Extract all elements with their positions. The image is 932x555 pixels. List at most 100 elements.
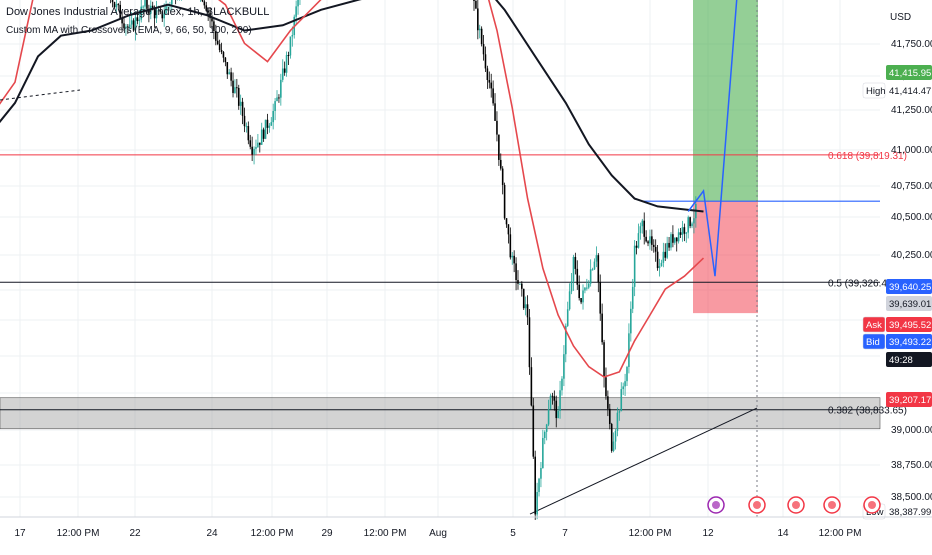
y-tick-label: 38,750.00: [891, 460, 932, 471]
price-badge: [886, 65, 932, 80]
candle-body: [635, 245, 638, 248]
candle-body: [111, 0, 114, 3]
candle-body: [664, 251, 667, 258]
ma-black-line: [0, 0, 704, 213]
candle-body: [115, 4, 118, 8]
y-tick-label: 40,250.00: [891, 250, 932, 261]
candle-body: [607, 396, 609, 409]
candle-body: [597, 255, 600, 283]
candle-body: [140, 6, 143, 20]
candle-body: [689, 217, 691, 227]
candle-body: [159, 10, 162, 12]
candle-body: [587, 283, 590, 288]
candle-body: [123, 23, 125, 29]
candle-body: [693, 218, 695, 224]
candle-body: [121, 18, 123, 24]
price-badge-label: 39,640.25: [889, 282, 931, 293]
candle-body: [148, 8, 150, 14]
candle-body: [473, 0, 475, 1]
candle-body: [545, 424, 548, 432]
candle-body: [215, 31, 217, 41]
price-badge-label: 39,495.52: [889, 320, 931, 331]
candle-body: [519, 283, 521, 285]
candle-body: [507, 224, 510, 235]
y-tick-label: 38,500.00: [891, 492, 932, 503]
price-badge: [886, 334, 932, 349]
candle-body: [568, 291, 571, 310]
candle-body: [599, 282, 602, 314]
price-badge-label: 39,207.17: [889, 395, 931, 406]
candle-body: [478, 28, 481, 31]
y-tick-label: 41,750.00: [891, 39, 932, 50]
candle-body: [666, 242, 668, 258]
candle-body: [555, 400, 558, 419]
candle-body: [618, 411, 621, 413]
candle-body: [534, 456, 536, 515]
candle-body: [266, 119, 269, 128]
candle-body: [222, 52, 225, 58]
candle-body: [593, 261, 596, 270]
candle-body: [236, 87, 238, 89]
candle-body: [484, 54, 487, 69]
candle-body: [226, 62, 229, 75]
candle-body: [132, 20, 135, 31]
candle-body: [216, 40, 219, 45]
candle-body: [490, 82, 493, 89]
fib-level-label: 0.5 (39,326.43): [828, 278, 896, 289]
candle-body: [142, 6, 144, 8]
price-badge-label: 41,415.95: [889, 68, 931, 79]
event-icon-core: [868, 501, 876, 509]
candle-body: [566, 309, 569, 326]
candle-body: [637, 233, 640, 248]
price-badge: [886, 279, 932, 294]
candle-body: [201, 0, 204, 2]
candle-body: [130, 20, 133, 25]
candle-body: [278, 97, 280, 99]
x-tick-label: 12:00 PM: [819, 528, 862, 539]
candle-body: [572, 256, 575, 282]
candle-body: [230, 72, 232, 81]
candle-body: [119, 4, 121, 19]
y-tick-label: 39,000.00: [891, 425, 932, 436]
candle-body: [574, 256, 577, 269]
candle-body: [260, 129, 263, 145]
candle-body: [157, 10, 160, 12]
price-badge: [886, 392, 932, 407]
forecast-arrow-line: [687, 0, 738, 277]
candle-body: [561, 378, 563, 391]
x-tick-label: 12:00 PM: [629, 528, 672, 539]
candle-body: [477, 8, 479, 31]
candle-body: [291, 35, 294, 37]
candle-body: [138, 19, 141, 22]
candle-body: [517, 280, 519, 284]
candle-body: [578, 284, 580, 299]
candle-body: [563, 354, 565, 379]
currency-label[interactable]: USD: [890, 12, 912, 23]
x-tick-label: 12:00 PM: [57, 528, 100, 539]
candle-body: [542, 437, 544, 469]
candle-body: [262, 129, 265, 139]
x-tick-label: 24: [206, 528, 218, 539]
trendline: [529, 407, 758, 515]
x-tick-label: 14: [777, 528, 789, 539]
candle-body: [647, 241, 649, 244]
candle-body: [511, 255, 514, 258]
candle-body: [530, 367, 533, 406]
candle-body: [687, 217, 689, 233]
candle-body: [209, 12, 211, 19]
candle-body: [675, 237, 678, 242]
candle-body: [239, 101, 242, 106]
candle-body: [285, 55, 288, 73]
price-badge: [886, 352, 932, 367]
candle-body: [501, 168, 504, 185]
price-badge: [886, 504, 932, 519]
candle-body: [492, 88, 494, 104]
candle-body: [255, 147, 257, 149]
candle-body: [287, 55, 290, 57]
candle-body: [280, 79, 282, 98]
ma-red-line: [0, 0, 705, 378]
candle-body: [496, 120, 498, 135]
candle-body: [234, 87, 236, 93]
